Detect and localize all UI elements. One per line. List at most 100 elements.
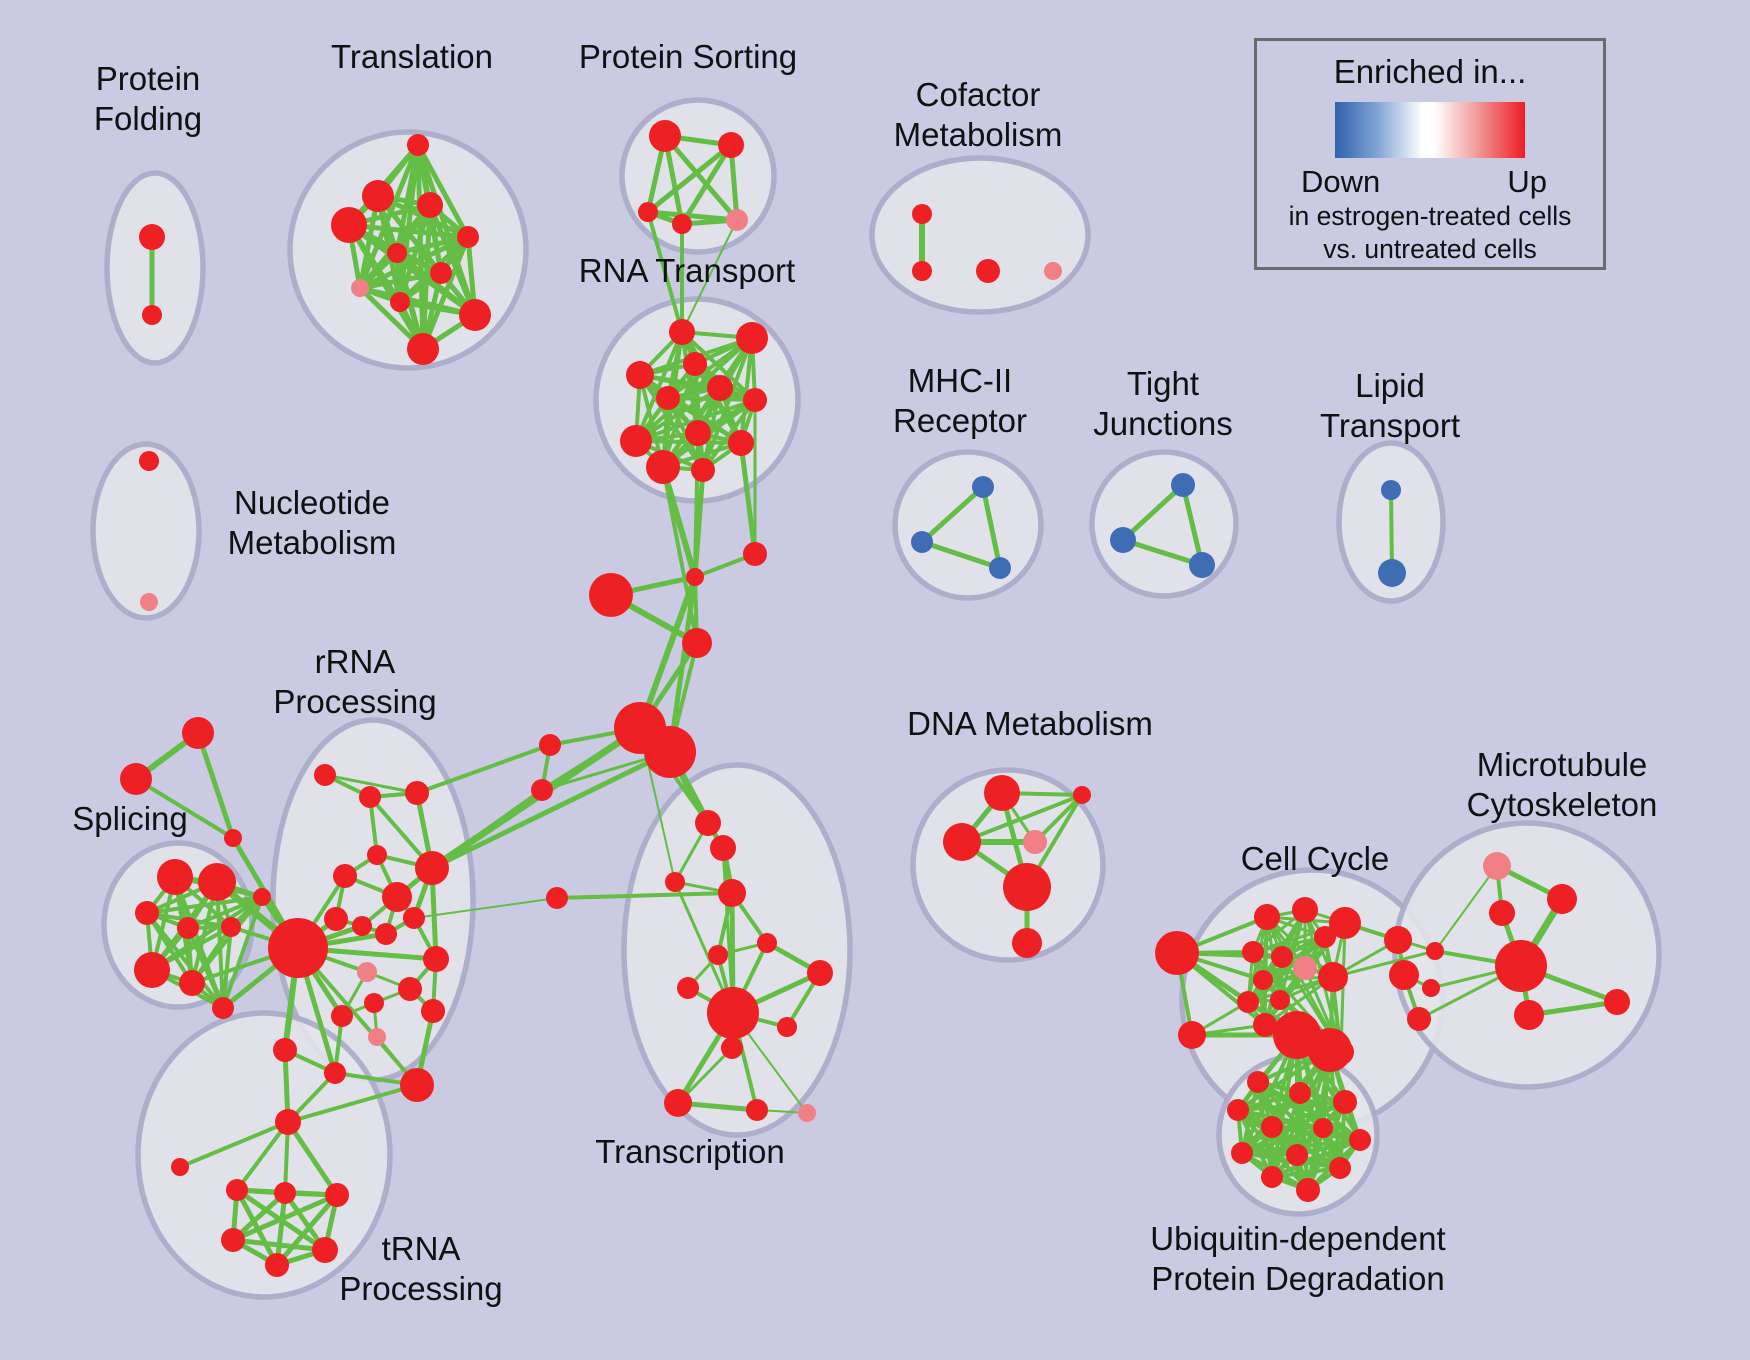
node-tr1[interactable]	[695, 810, 721, 836]
node-c16[interactable]	[1384, 926, 1412, 954]
node-d2[interactable]	[1073, 786, 1091, 804]
node-t10[interactable]	[459, 299, 491, 331]
node-rt9[interactable]	[620, 425, 652, 457]
node-mh2[interactable]	[911, 531, 933, 553]
node-c11[interactable]	[1270, 990, 1290, 1010]
node-m3[interactable]	[539, 734, 561, 756]
node-tr12[interactable]	[664, 1089, 692, 1117]
node-trb[interactable]	[665, 872, 685, 892]
node-pf2[interactable]	[142, 305, 162, 325]
node-t5[interactable]	[457, 226, 479, 248]
node-mt1[interactable]	[1483, 852, 1511, 880]
node-t9[interactable]	[390, 292, 410, 312]
node-d4[interactable]	[1023, 830, 1047, 854]
node-s1[interactable]	[157, 859, 193, 895]
node-m5[interactable]	[546, 887, 568, 909]
node-tr6[interactable]	[757, 933, 777, 953]
node-ps5[interactable]	[726, 209, 748, 231]
node-te5[interactable]	[312, 1237, 338, 1263]
node-rrt3[interactable]	[405, 781, 429, 805]
node-c8[interactable]	[1318, 962, 1348, 992]
node-mh1[interactable]	[972, 476, 994, 498]
node-c3[interactable]	[1329, 907, 1361, 939]
node-tj1[interactable]	[1171, 473, 1195, 497]
node-rr5[interactable]	[333, 864, 357, 888]
node-x1[interactable]	[182, 717, 214, 749]
node-tj2[interactable]	[1110, 527, 1136, 553]
node-rr4[interactable]	[367, 845, 387, 865]
node-rr21[interactable]	[400, 1068, 434, 1102]
node-tr11[interactable]	[721, 1037, 743, 1059]
node-rrt1[interactable]	[314, 764, 336, 786]
node-rr8[interactable]	[324, 907, 348, 931]
node-c4[interactable]	[1314, 926, 1336, 948]
node-rr19[interactable]	[273, 1038, 297, 1062]
node-tr8[interactable]	[677, 977, 699, 999]
node-rt1[interactable]	[669, 319, 695, 345]
node-s6[interactable]	[253, 888, 271, 906]
node-c2[interactable]	[1292, 897, 1318, 923]
node-tra[interactable]	[718, 879, 746, 907]
node-d1[interactable]	[984, 775, 1020, 811]
node-mth[interactable]	[1495, 940, 1547, 992]
node-s3[interactable]	[135, 901, 159, 925]
node-t1[interactable]	[407, 134, 429, 156]
node-m1[interactable]	[589, 573, 633, 617]
node-te1[interactable]	[226, 1179, 248, 1201]
node-s7[interactable]	[134, 952, 170, 988]
node-c12[interactable]	[1253, 1013, 1277, 1037]
node-rt4[interactable]	[626, 361, 654, 389]
node-s8[interactable]	[179, 970, 205, 996]
node-rr14[interactable]	[357, 962, 377, 982]
node-rr16[interactable]	[421, 999, 445, 1023]
node-tr2[interactable]	[710, 835, 736, 861]
node-tr7[interactable]	[807, 960, 833, 986]
node-rrh[interactable]	[268, 918, 328, 978]
node-u11[interactable]	[1261, 1166, 1283, 1188]
node-cm2[interactable]	[912, 261, 932, 281]
node-s9[interactable]	[212, 997, 234, 1019]
node-mt3[interactable]	[1489, 900, 1515, 926]
node-rr18[interactable]	[364, 993, 384, 1013]
node-te3[interactable]	[325, 1183, 349, 1207]
node-te6[interactable]	[265, 1253, 289, 1277]
node-c10[interactable]	[1237, 991, 1259, 1013]
node-mt2[interactable]	[1547, 884, 1577, 914]
node-rr11[interactable]	[403, 907, 425, 929]
node-c9[interactable]	[1253, 970, 1273, 990]
node-cm3[interactable]	[976, 259, 1000, 283]
node-rr20[interactable]	[324, 1062, 346, 1084]
node-rt11[interactable]	[646, 450, 680, 484]
node-uh2[interactable]	[1308, 1028, 1352, 1072]
node-c6[interactable]	[1271, 946, 1293, 968]
node-u6[interactable]	[1313, 1118, 1333, 1138]
node-rr7[interactable]	[382, 882, 412, 912]
node-nm1[interactable]	[139, 451, 159, 471]
node-rr17[interactable]	[331, 1005, 353, 1027]
node-c7[interactable]	[1293, 956, 1317, 980]
node-u10[interactable]	[1329, 1157, 1351, 1179]
node-tc[interactable]	[275, 1109, 301, 1135]
node-c17[interactable]	[1389, 960, 1419, 990]
node-j1[interactable]	[686, 568, 704, 586]
node-t6[interactable]	[387, 243, 407, 263]
node-cco2[interactable]	[1178, 1021, 1206, 1049]
node-u7[interactable]	[1349, 1129, 1371, 1151]
node-rr15[interactable]	[398, 977, 422, 1001]
node-t11[interactable]	[407, 333, 439, 365]
node-ps2[interactable]	[718, 132, 744, 158]
node-u4[interactable]	[1227, 1099, 1249, 1121]
node-cco1[interactable]	[1155, 931, 1199, 975]
node-mh3[interactable]	[989, 557, 1011, 579]
node-r1[interactable]	[743, 542, 767, 566]
node-rt7[interactable]	[743, 388, 767, 412]
node-te4[interactable]	[221, 1228, 245, 1252]
node-rr13[interactable]	[423, 946, 449, 972]
node-ps1[interactable]	[649, 120, 681, 152]
node-pf1[interactable]	[139, 224, 165, 250]
node-m4[interactable]	[531, 779, 553, 801]
node-rr9[interactable]	[352, 916, 372, 936]
node-u2[interactable]	[1289, 1082, 1311, 1104]
node-u8[interactable]	[1231, 1142, 1253, 1164]
node-t7[interactable]	[430, 262, 452, 284]
